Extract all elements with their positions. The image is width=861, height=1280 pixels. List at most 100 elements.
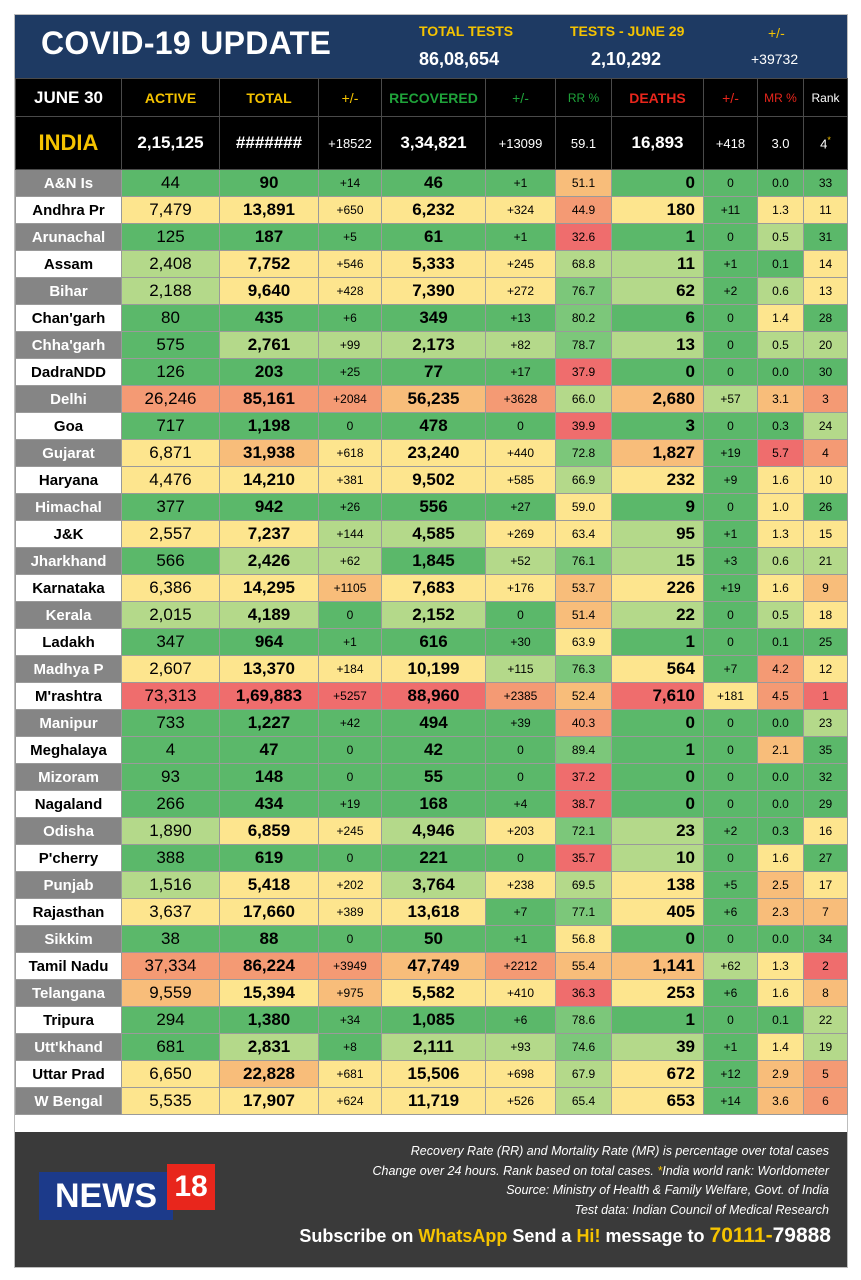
state-recovered-change: +27 bbox=[485, 493, 556, 521]
state-rr: 78.7 bbox=[555, 331, 612, 359]
state-recovered-change: +1 bbox=[485, 925, 556, 953]
state-active: 9,559 bbox=[121, 979, 220, 1007]
state-mr: 0.0 bbox=[757, 763, 804, 791]
state-rr: 69.5 bbox=[555, 871, 612, 899]
state-total: 47 bbox=[219, 736, 319, 764]
state-total-change: +975 bbox=[318, 979, 382, 1007]
state-total: 6,859 bbox=[219, 817, 319, 845]
state-rr: 53.7 bbox=[555, 574, 612, 602]
state-total-change: +5 bbox=[318, 223, 382, 251]
tests-change-label: +/- bbox=[768, 25, 785, 41]
state-rank: 22 bbox=[803, 1006, 848, 1034]
state-total: 17,907 bbox=[219, 1087, 319, 1115]
state-deaths-change: +62 bbox=[703, 952, 758, 980]
state-total: 9,640 bbox=[219, 277, 319, 305]
state-mr: 0.3 bbox=[757, 817, 804, 845]
state-row: Meghalaya 4 47 0 42 0 89.4 1 0 2.1 35 bbox=[15, 736, 848, 764]
footnote-test-data: Test data: Indian Council of Medical Res… bbox=[574, 1202, 829, 1217]
state-deaths: 0 bbox=[611, 925, 704, 953]
state-recovered: 56,235 bbox=[381, 385, 486, 413]
state-row: Bihar 2,188 9,640 +428 7,390 +272 76.7 62 +2 0.6 1… bbox=[15, 277, 848, 305]
state-total: 13,370 bbox=[219, 655, 319, 683]
state-rr: 66.0 bbox=[555, 385, 612, 413]
state-recovered-change: +13 bbox=[485, 304, 556, 332]
state-recovered-change: +82 bbox=[485, 331, 556, 359]
state-recovered: 2,111 bbox=[381, 1033, 486, 1061]
state-name: Sikkim bbox=[15, 925, 122, 953]
state-mr: 4.5 bbox=[757, 682, 804, 710]
state-mr: 1.4 bbox=[757, 304, 804, 332]
state-total: 203 bbox=[219, 358, 319, 386]
state-mr: 0.5 bbox=[757, 331, 804, 359]
state-recovered-change: +1 bbox=[485, 223, 556, 251]
state-active: 733 bbox=[121, 709, 220, 737]
footnotes: Recovery Rate (RR) and Mortality Rate (M… bbox=[372, 1142, 829, 1220]
state-active: 44 bbox=[121, 169, 220, 197]
tests-change-value: +39732 bbox=[751, 51, 799, 67]
state-total-change: +650 bbox=[318, 196, 382, 224]
footnote-change: Change over 24 hours. Rank based on tota… bbox=[372, 1162, 829, 1182]
state-rr: 72.8 bbox=[555, 439, 612, 467]
state-name: Gujarat bbox=[15, 439, 122, 467]
state-total: 14,295 bbox=[219, 574, 319, 602]
state-recovered: 221 bbox=[381, 844, 486, 872]
rr-header: RR % bbox=[555, 78, 612, 117]
state-total: 434 bbox=[219, 790, 319, 818]
state-rank: 15 bbox=[803, 520, 848, 548]
state-deaths-change: +2 bbox=[703, 817, 758, 845]
state-recovered-change: +30 bbox=[485, 628, 556, 656]
state-deaths-change: +1 bbox=[703, 250, 758, 278]
state-deaths: 2,680 bbox=[611, 385, 704, 413]
state-total-change: +19 bbox=[318, 790, 382, 818]
state-name: Delhi bbox=[15, 385, 122, 413]
total-tests-label: TOTAL TESTS bbox=[419, 23, 514, 39]
state-recovered: 42 bbox=[381, 736, 486, 764]
state-total-change: +25 bbox=[318, 358, 382, 386]
state-total: 7,237 bbox=[219, 520, 319, 548]
state-active: 2,408 bbox=[121, 250, 220, 278]
phone-number-part1[interactable]: 70111- bbox=[709, 1224, 773, 1247]
state-deaths-change: 0 bbox=[703, 1006, 758, 1034]
state-recovered-change: +2385 bbox=[485, 682, 556, 710]
state-rr: 63.9 bbox=[555, 628, 612, 656]
state-active: 5,535 bbox=[121, 1087, 220, 1115]
state-total: 942 bbox=[219, 493, 319, 521]
whatsapp-link[interactable]: WhatsApp bbox=[418, 1226, 508, 1246]
state-mr: 1.0 bbox=[757, 493, 804, 521]
state-name: Ladakh bbox=[15, 628, 122, 656]
state-active: 575 bbox=[121, 331, 220, 359]
state-recovered-change: +7 bbox=[485, 898, 556, 926]
state-rr: 37.2 bbox=[555, 763, 612, 791]
state-deaths-change: 0 bbox=[703, 628, 758, 656]
state-deaths-change: +57 bbox=[703, 385, 758, 413]
state-mr: 0.1 bbox=[757, 250, 804, 278]
state-row: Sikkim 38 88 0 50 +1 56.8 0 0 0.0 34 bbox=[15, 925, 848, 953]
state-deaths: 13 bbox=[611, 331, 704, 359]
phone-number-part2[interactable]: 79888 bbox=[772, 1224, 831, 1247]
state-recovered-change: +324 bbox=[485, 196, 556, 224]
recovered-change-header: +/- bbox=[485, 78, 556, 117]
state-total-change: +34 bbox=[318, 1006, 382, 1034]
state-recovered-change: +93 bbox=[485, 1033, 556, 1061]
state-rank: 31 bbox=[803, 223, 848, 251]
state-total-change: +546 bbox=[318, 250, 382, 278]
state-rank: 35 bbox=[803, 736, 848, 764]
state-recovered-change: +440 bbox=[485, 439, 556, 467]
state-rr: 32.6 bbox=[555, 223, 612, 251]
state-rr: 72.1 bbox=[555, 817, 612, 845]
state-row: Kerala 2,015 4,189 0 2,152 0 51.4 22 0 0.5 18 bbox=[15, 601, 848, 629]
state-deaths: 15 bbox=[611, 547, 704, 575]
state-name: Uttar Prad bbox=[15, 1060, 122, 1088]
state-mr: 0.5 bbox=[757, 223, 804, 251]
state-mr: 1.3 bbox=[757, 196, 804, 224]
state-active: 1,516 bbox=[121, 871, 220, 899]
state-row: Delhi 26,246 85,161 +2084 56,235 +3628 66.0 2,6… bbox=[15, 385, 848, 413]
state-deaths-change: +12 bbox=[703, 1060, 758, 1088]
logo-number: 18 bbox=[167, 1164, 215, 1210]
state-recovered-change: 0 bbox=[485, 412, 556, 440]
india-total-row: INDIA 2,15,125 ####### +18522 3,34,821 +… bbox=[15, 116, 848, 170]
covid-update-card: COVID-19 UPDATE TOTAL TESTS 86,08,654 TE… bbox=[14, 14, 848, 1268]
india-rank-mark: * bbox=[827, 134, 831, 145]
state-deaths: 405 bbox=[611, 898, 704, 926]
state-active: 2,557 bbox=[121, 520, 220, 548]
